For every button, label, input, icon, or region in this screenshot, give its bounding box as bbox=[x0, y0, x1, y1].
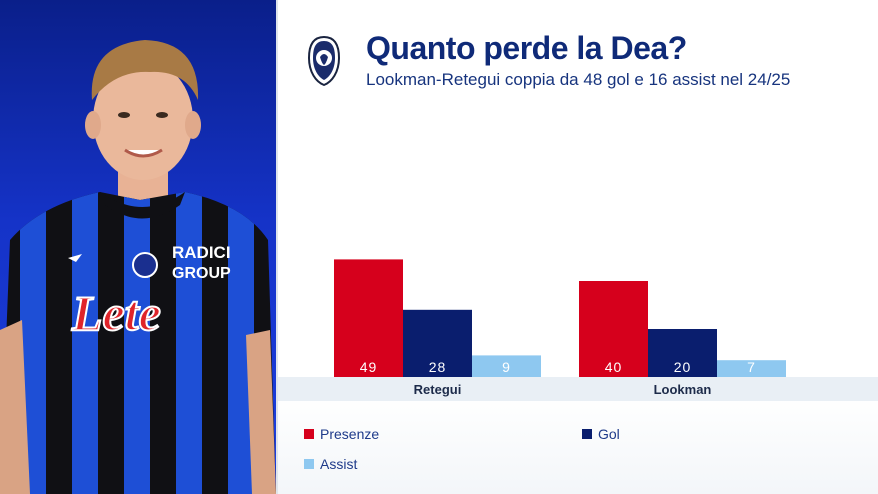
bar-gol-lookman bbox=[648, 329, 717, 377]
player-photo-panel: RADICI GROUP Lete bbox=[0, 0, 276, 494]
bar-assist-retegui bbox=[472, 355, 541, 377]
data-label-presenze-lookman: 40 bbox=[605, 359, 623, 375]
data-label-assist-lookman: 7 bbox=[747, 359, 756, 375]
data-label-assist-retegui: 9 bbox=[502, 359, 511, 375]
atalanta-crest-icon bbox=[308, 36, 340, 86]
svg-text:Lete: Lete bbox=[71, 285, 161, 341]
legend-label-assist: Assist bbox=[320, 456, 358, 472]
bar-chart: 49 28 9 Retegui 40 20 7 Lookman bbox=[278, 259, 878, 401]
legend-swatch-gol bbox=[582, 429, 592, 439]
legend-item-gol: Gol bbox=[582, 426, 620, 442]
panel-divider bbox=[276, 0, 278, 494]
chart-subtitle: Lookman-Retegui coppia da 48 gol e 16 as… bbox=[366, 70, 791, 89]
legend-label-gol: Gol bbox=[598, 426, 620, 442]
bar-presenze-retegui bbox=[334, 259, 403, 377]
category-band bbox=[278, 377, 878, 401]
legend-swatch-assist bbox=[304, 459, 314, 469]
legend-label-presenze: Presenze bbox=[320, 426, 380, 442]
legend-swatch-presenze bbox=[304, 429, 314, 439]
category-label-retegui: Retegui bbox=[414, 382, 462, 397]
bar-presenze-lookman bbox=[579, 281, 648, 377]
bar-assist-lookman bbox=[717, 360, 786, 377]
data-label-presenze-retegui: 49 bbox=[360, 359, 378, 375]
player-photo: RADICI GROUP Lete bbox=[0, 40, 276, 494]
category-label-lookman: Lookman bbox=[654, 382, 712, 397]
svg-text:GROUP: GROUP bbox=[172, 265, 231, 282]
chart-panel: Quanto perde la Dea? Lookman-Retegui cop… bbox=[278, 0, 878, 494]
data-label-gol-lookman: 20 bbox=[674, 359, 692, 375]
svg-text:RADICI: RADICI bbox=[172, 243, 231, 262]
bar-gol-retegui bbox=[403, 309, 472, 377]
legend-item-presenze: Presenze bbox=[304, 426, 379, 442]
chart-title: Quanto perde la Dea? bbox=[366, 30, 687, 66]
data-label-gol-retegui: 28 bbox=[429, 359, 447, 375]
legend-item-assist: Assist bbox=[304, 456, 357, 472]
